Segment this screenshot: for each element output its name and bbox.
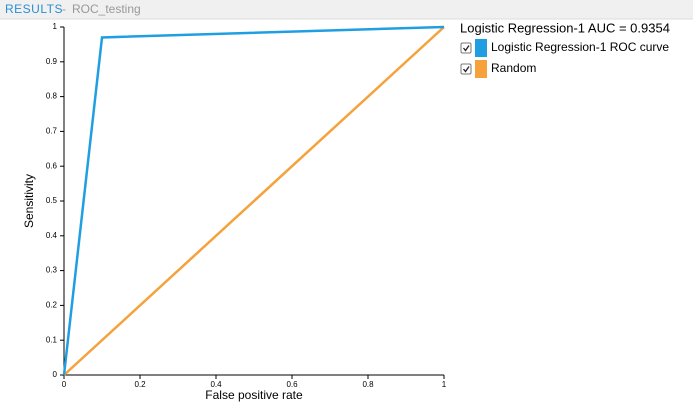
x-tick-label: 0.8 — [362, 380, 374, 389]
y-tick-label: 0.1 — [46, 335, 58, 344]
roc-line — [63, 26, 445, 376]
legend-label: Random — [491, 61, 536, 75]
x-tick-label: 1 — [442, 380, 447, 389]
section-title: RESULTS — [5, 2, 63, 16]
x-tick-label: 0 — [62, 380, 67, 389]
y-tick-label: 0.5 — [46, 196, 58, 205]
legend-label: Logistic Regression-1 ROC curve — [491, 40, 669, 54]
roc-line — [62, 25, 445, 376]
legend-swatch — [475, 39, 487, 57]
checkmark — [462, 45, 470, 52]
header-bar — [0, 0, 693, 19]
y-tick-label: 0.7 — [46, 127, 58, 136]
y-tick-label: 1 — [53, 22, 58, 31]
checkmark — [462, 66, 470, 73]
x-tick-label: 0.4 — [210, 380, 222, 389]
x-tick-label: 0.2 — [134, 380, 146, 389]
y-tick-label: 0.4 — [46, 231, 58, 240]
y-tick-label: 0.6 — [46, 161, 58, 170]
y-tick-label: 0.2 — [46, 301, 58, 310]
x-axis-label: False positive rate — [205, 388, 303, 402]
result-name: ROC_testing — [72, 2, 141, 16]
separator: - — [62, 2, 66, 16]
y-tick-label: 0 — [53, 370, 58, 379]
y-axis-label: Sensitivity — [22, 174, 36, 228]
legend-swatch — [475, 60, 487, 78]
legend-title: Logistic Regression-1 AUC = 0.9354 — [460, 20, 670, 35]
legend-checkbox[interactable] — [460, 42, 472, 54]
y-tick-label: 0.9 — [46, 57, 58, 66]
y-tick-label: 0.8 — [46, 92, 58, 101]
y-tick-label: 0.3 — [46, 266, 58, 275]
x-tick-label: 0.6 — [286, 380, 298, 389]
legend-checkbox[interactable] — [460, 63, 472, 75]
